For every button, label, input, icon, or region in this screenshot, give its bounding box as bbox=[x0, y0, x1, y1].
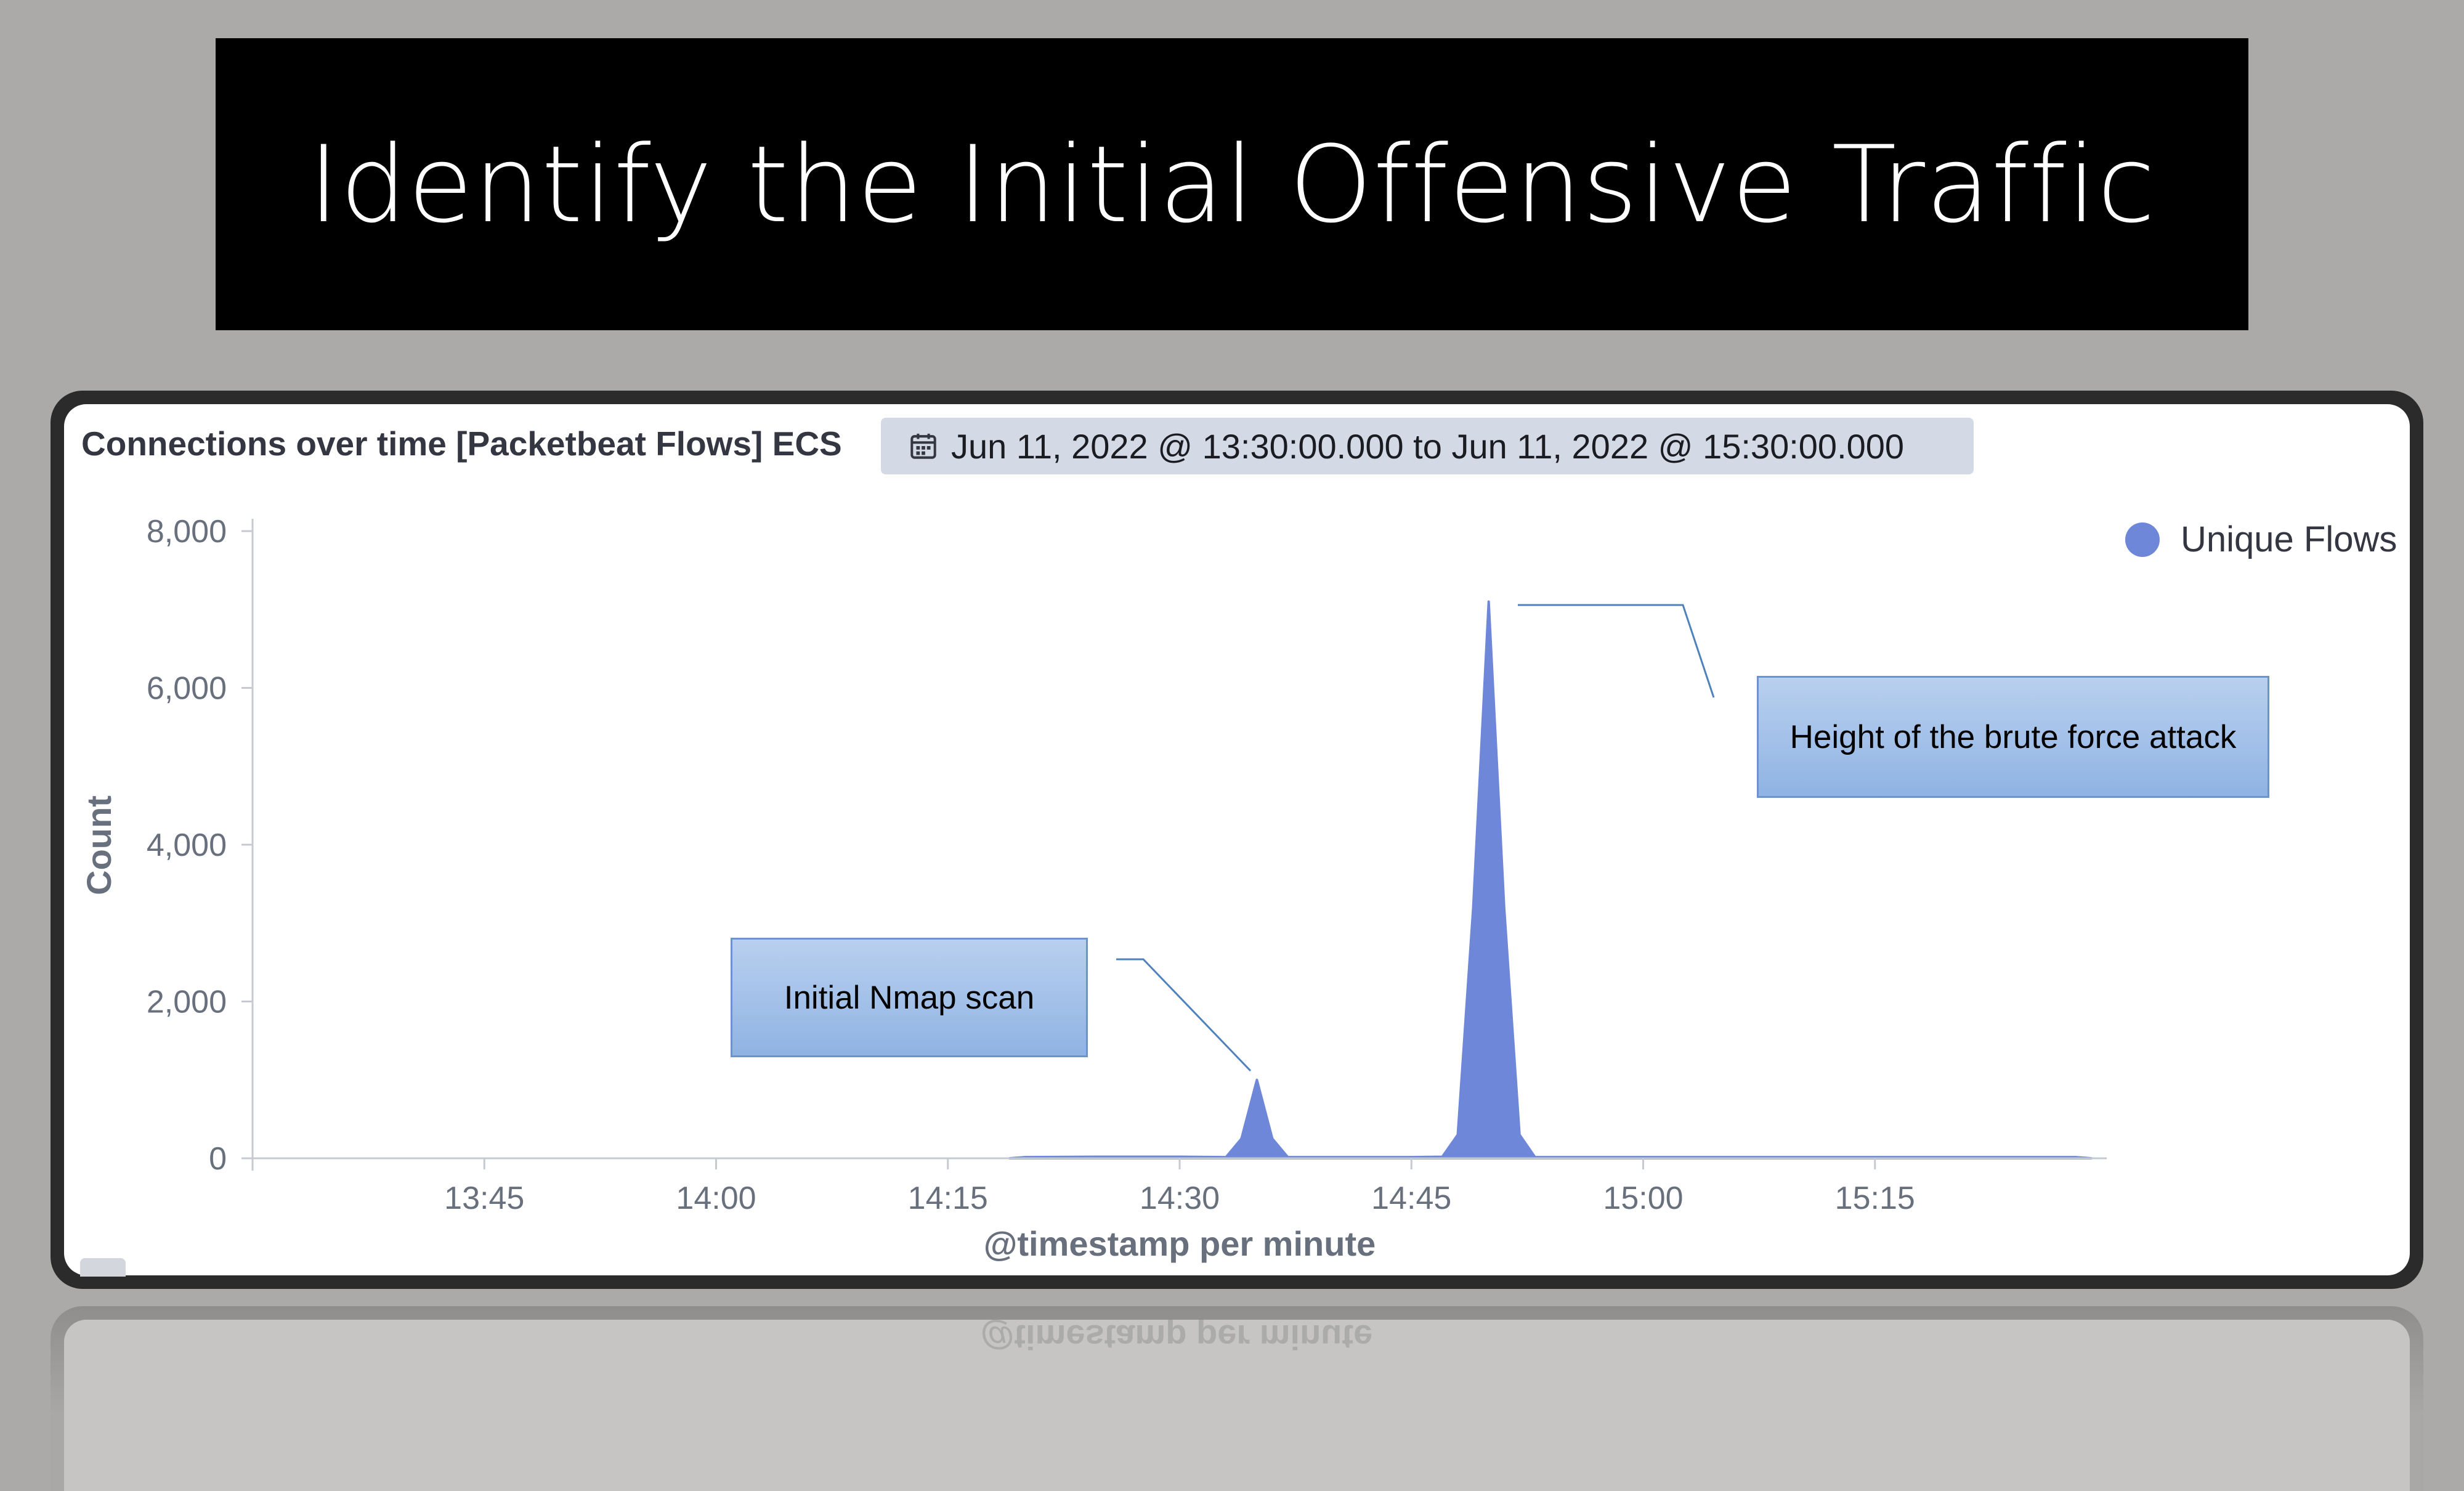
brute-force-leader-line bbox=[1518, 604, 1715, 698]
x-tick-label: 15:15 bbox=[1835, 1180, 1915, 1216]
panel-title: Connections over time [Packetbeat Flows]… bbox=[81, 425, 842, 463]
legend-label: Unique Flows bbox=[2181, 519, 2397, 559]
leader-lines bbox=[1116, 604, 1715, 1072]
series-area-unique-flows bbox=[1008, 600, 2093, 1160]
legend-swatch bbox=[2125, 522, 2160, 557]
nmap-callout-text: Initial Nmap scan bbox=[784, 979, 1035, 1016]
series-layer bbox=[1008, 600, 2093, 1160]
x-tick-label: 14:15 bbox=[908, 1180, 988, 1216]
calendar-icon bbox=[910, 433, 936, 459]
chart-panel bbox=[64, 404, 2410, 1275]
y-tick-label: 8,000 bbox=[147, 514, 227, 550]
y-tick-label: 0 bbox=[209, 1141, 227, 1177]
chart-legend[interactable]: Unique Flows bbox=[2125, 519, 2397, 560]
x-tick-label: 14:45 bbox=[1371, 1180, 1451, 1216]
panel-corner-tab bbox=[80, 1258, 126, 1277]
y-tick-label: 4,000 bbox=[147, 827, 227, 863]
chart-svg: 0 2,000 4,000 6,000 8,000 13:45 14:00 14:15 14:… bbox=[79, 514, 2107, 1263]
y-axis-title: Count bbox=[79, 795, 118, 895]
brute-force-callout: Height of the brute force attack bbox=[1757, 676, 2269, 798]
x-tick-label: 15:00 bbox=[1603, 1180, 1683, 1216]
brute-force-callout-text: Height of the brute force attack bbox=[1789, 718, 2237, 755]
axes bbox=[251, 519, 2107, 1171]
slide-title: Identify the Initial Offensive Traffic bbox=[308, 122, 2156, 246]
nmap-leader-line bbox=[1116, 958, 1252, 1072]
x-axis-title: @timestamp per minute bbox=[984, 1224, 1376, 1263]
nmap-callout: Initial Nmap scan bbox=[731, 938, 1088, 1057]
x-axis-ticks: 13:45 14:00 14:15 14:30 14:45 15:00 15:15 bbox=[444, 1158, 1915, 1216]
slide-title-bar: Identify the Initial Offensive Traffic bbox=[216, 38, 2248, 330]
y-tick-label: 6,000 bbox=[147, 671, 227, 707]
y-axis-ticks: 0 2,000 4,000 6,000 8,000 bbox=[147, 514, 253, 1177]
x-tick-label: 14:00 bbox=[676, 1180, 756, 1216]
x-tick-label: 14:30 bbox=[1140, 1180, 1220, 1216]
time-range-badge[interactable]: Jun 11, 2022 @ 13:30:00.000 to Jun 11, 2… bbox=[881, 418, 1974, 474]
time-range-text: Jun 11, 2022 @ 13:30:00.000 to Jun 11, 2… bbox=[951, 426, 1905, 466]
y-tick-label: 2,000 bbox=[147, 985, 227, 1020]
x-tick-label: 13:45 bbox=[444, 1180, 524, 1216]
